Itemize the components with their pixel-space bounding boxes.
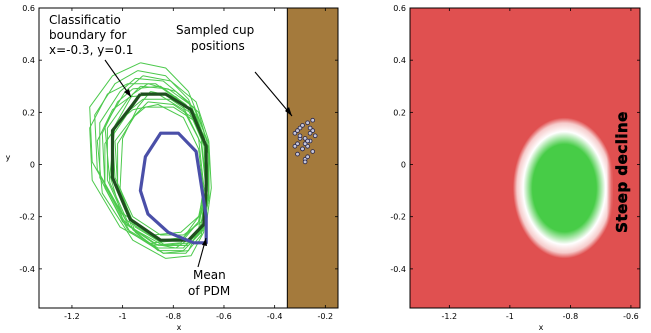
- mean-arrowhead: [202, 238, 207, 246]
- mean-annotation-line-2: of PDM: [188, 284, 230, 298]
- left-y-axis-label: y: [6, 153, 11, 162]
- y-tick-label: 0.6: [22, 4, 35, 13]
- heatmap-steep-fade: [606, 8, 613, 308]
- cup-position-point: [302, 159, 308, 165]
- cup-positions: [292, 117, 318, 165]
- cup-position-point: [295, 151, 300, 157]
- x-tick-label: -0.8: [165, 312, 181, 321]
- cup-region: [286, 8, 338, 308]
- y-tick-label: -0.4: [390, 265, 406, 274]
- sampled-boundary: [119, 91, 210, 254]
- cup-position-point: [295, 128, 300, 133]
- cup-position-point: [292, 130, 298, 136]
- y-tick-label: 0.6: [393, 4, 406, 13]
- sampled-annotation-line-1: Sampled cup: [176, 23, 254, 37]
- classification-annotation-line-2: boundary for: [49, 28, 127, 42]
- y-tick-label: 0.2: [22, 108, 35, 117]
- steep-decline-label: Steep decline: [613, 111, 631, 233]
- sampled-boundary: [104, 104, 205, 249]
- right-x-axis-label: x: [539, 323, 544, 332]
- classification-annotation: Classificatio boundary for x=-0.3, y=0.1: [49, 13, 133, 98]
- cup-position-point: [310, 117, 316, 123]
- cup-position-point: [310, 149, 316, 154]
- y-tick-label: 0.2: [393, 108, 406, 117]
- y-tick-label: 0.4: [393, 56, 406, 65]
- heatmap-region: [512, 117, 616, 259]
- y-tick-label: 0.4: [22, 56, 35, 65]
- right-panel: -1.2 -1 -0.8 -0.6 -0.4 -0.2 0 0.2 0.4 0.6 x Stee…: [390, 4, 641, 332]
- cup-position-point: [295, 141, 300, 147]
- x-tick-label: -0.2: [318, 312, 334, 321]
- cup-position-point: [305, 154, 310, 160]
- sampled-boundary: [89, 62, 210, 236]
- cup-position-point: [305, 138, 310, 144]
- y-tick-label: 0: [30, 161, 35, 170]
- sampled-annotation-line-2: positions: [191, 39, 245, 53]
- sampled-annotation: Sampled cup positions: [176, 23, 293, 117]
- cup-position-point: [300, 146, 305, 152]
- mean-annotation-line-1: Mean: [193, 268, 226, 282]
- x-tick-label: -1: [119, 312, 127, 321]
- y-tick-label: -0.2: [390, 213, 406, 222]
- left-axes-frame: [38, 7, 339, 309]
- x-tick-label: -0.6: [216, 312, 232, 321]
- sampled-arrowhead: [285, 107, 292, 116]
- cup-position-point: [292, 144, 298, 149]
- classification-arrowhead: [124, 89, 131, 97]
- cup-position-point: [307, 125, 313, 131]
- x-tick-label: -0.6: [623, 312, 639, 321]
- x-tick-label: -1.2: [442, 312, 458, 321]
- right-x-ticks: -1.2 -1 -0.8 -0.6: [442, 8, 639, 321]
- y-tick-label: 0: [401, 161, 406, 170]
- cup-position-point: [302, 141, 308, 147]
- cup-position-point: [312, 133, 318, 139]
- cup-position-point: [297, 133, 303, 139]
- left-x-ticks: -1.2 -1 -0.8 -0.6 -0.4 -0.2: [64, 8, 333, 321]
- mean-annotation: Mean of PDM: [188, 237, 230, 298]
- cup-position-point: [305, 120, 310, 126]
- x-tick-label: -1: [506, 312, 514, 321]
- right-axes-frame: [409, 7, 641, 309]
- mean-pdm-line: [138, 131, 208, 245]
- classification-annotation-line-1: Classificatio: [49, 13, 121, 27]
- x-tick-label: -1.2: [64, 312, 80, 321]
- x-tick-label: -0.4: [267, 312, 283, 321]
- classification-annotation-line-3: x=-0.3, y=0.1: [49, 43, 133, 57]
- left-panel: -1.2 -1 -0.8 -0.6 -0.4 -0.2 -0.4 -0.2 0 0.2 0.4 0.…: [6, 4, 339, 332]
- cup-position-point: [310, 128, 316, 133]
- x-tick-label: -0.8: [563, 312, 579, 321]
- cup-position-point: [307, 130, 313, 136]
- right-y-ticks: -0.4 -0.2 0 0.2 0.4 0.6: [390, 4, 640, 274]
- sampled-arrow: [254, 71, 293, 117]
- left-y-ticks: -0.4 -0.2 0 0.2 0.4 0.6: [19, 4, 338, 274]
- sampled-boundary: [96, 93, 207, 259]
- heatmap-steep-edge: [612, 8, 640, 308]
- y-tick-label: -0.2: [19, 213, 35, 222]
- cup-position-point: [300, 123, 305, 128]
- left-x-axis-label: x: [177, 323, 182, 332]
- y-tick-label: -0.4: [19, 265, 35, 274]
